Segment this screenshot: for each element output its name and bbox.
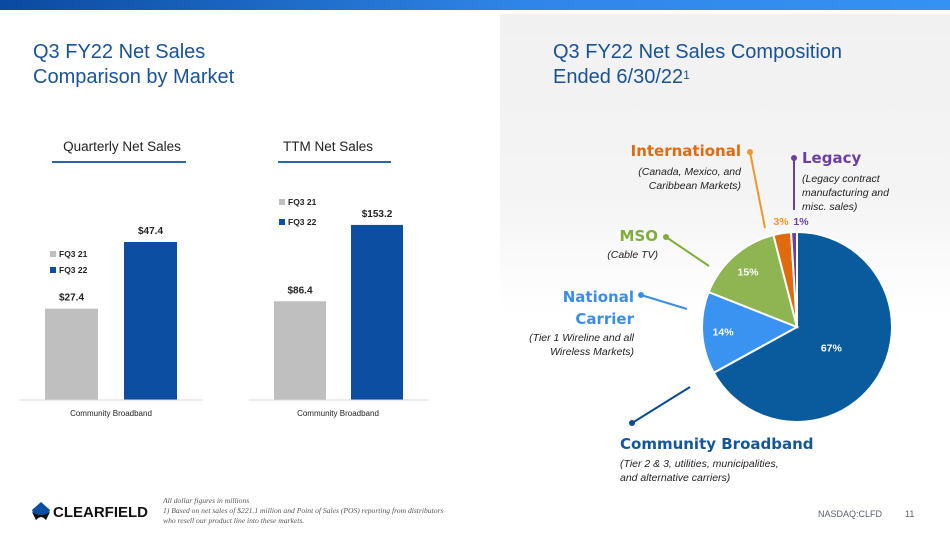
quarterly-title-underline bbox=[52, 161, 186, 163]
pie-slice-legacy bbox=[789, 230, 798, 328]
bar-fq3-21-quarterly bbox=[45, 308, 98, 400]
ttm-chart-title: TTM Net Sales bbox=[282, 139, 374, 154]
legend-swatch-fq3-21-ttm bbox=[279, 199, 285, 205]
leader-dot-mso bbox=[663, 234, 669, 240]
clearfield-logo: CLEARFIELD bbox=[32, 502, 148, 521]
leader-line-community-broadband bbox=[631, 386, 691, 424]
bar-charts: $27.4 $47.4 Community Broadband FQ3 21 F… bbox=[20, 197, 428, 418]
category-community-broadband: Community Broadband bbox=[620, 435, 814, 453]
right-title-line2: Ended 6/30/221 bbox=[553, 65, 842, 90]
quarterly-x-tick-label: Community Broadband bbox=[70, 409, 152, 418]
slice-label-legacy: 1% bbox=[793, 216, 809, 228]
slice-label-national-carrier: 14% bbox=[713, 327, 735, 339]
slice-label-community-broadband: 67% bbox=[821, 342, 843, 354]
data-label-fq3-22-ttm: $153.2 bbox=[362, 209, 393, 220]
category-legacy-description: (Legacy contract manufacturing and misc.… bbox=[802, 172, 922, 214]
data-label-fq3-22-quarterly: $47.4 bbox=[138, 226, 163, 237]
left-title-line2: Comparison by Market bbox=[33, 66, 235, 88]
community-broadband-desc-line1: (Tier 2 & 3, utilities, municipalities, bbox=[620, 458, 779, 470]
national-carrier-line2: Carrier bbox=[575, 310, 634, 328]
footnote-marker: 1 bbox=[683, 68, 690, 82]
data-label-fq3-21-quarterly: $27.4 bbox=[59, 293, 84, 304]
international-desc-line1: (Canada, Mexico, and bbox=[638, 166, 741, 178]
national-carrier-desc-line1: (Tier 1 Wireline and all bbox=[529, 332, 634, 344]
footnote-line2: 1) Based on net sales of $221.1 million … bbox=[163, 506, 444, 515]
leader-dot-community-broadband bbox=[629, 420, 635, 426]
international-desc-line2: Caribbean Markets) bbox=[648, 180, 741, 192]
ttm-chart: $86.4 $153.2 Community Broadband FQ3 21 … bbox=[249, 197, 428, 418]
legend-swatch-fq3-22-ttm bbox=[279, 219, 285, 225]
pie-slices bbox=[701, 230, 893, 423]
logo-wordmark: CLEARFIELD bbox=[53, 505, 148, 521]
data-label-fq3-21-ttm: $86.4 bbox=[287, 285, 312, 296]
quarterly-chart-title: Quarterly Net Sales bbox=[63, 139, 181, 154]
category-mso: MSO bbox=[619, 227, 658, 245]
footnote: All dollar figures in millions 1) Based … bbox=[163, 496, 443, 526]
logo-mark-base-icon bbox=[32, 512, 50, 520]
right-title-text: Ended 6/30/22 bbox=[553, 66, 684, 88]
category-national-carrier: National Carrier bbox=[540, 286, 634, 330]
pie-slice-national-carrier bbox=[701, 290, 800, 375]
legacy-desc-line1: (Legacy contract bbox=[802, 173, 880, 185]
legend-swatch-fq3-22-quarterly bbox=[50, 267, 56, 273]
community-broadband-desc-line2: and alternative carriers) bbox=[620, 472, 731, 484]
category-community-broadband-description: (Tier 2 & 3, utilities, municipalities, … bbox=[620, 457, 820, 485]
legacy-desc-line2: manufacturing and bbox=[802, 187, 889, 199]
legacy-desc-line3: misc. sales) bbox=[802, 201, 858, 213]
slice-label-mso: 15% bbox=[737, 266, 759, 278]
left-title: Q3 FY22 Net Sales Comparison by Market bbox=[33, 40, 234, 90]
composition-pie-chart: 67% 14% 15% 3% 1% bbox=[629, 149, 893, 426]
leader-line-national-carrier bbox=[640, 294, 688, 310]
pie-slice-mso bbox=[707, 233, 799, 329]
legend-label-fq3-22-ttm: FQ3 22 bbox=[288, 217, 317, 227]
leader-line-mso bbox=[665, 236, 710, 267]
leader-dot-international bbox=[747, 149, 753, 155]
legend-swatch-fq3-21-quarterly bbox=[50, 251, 56, 257]
mso-desc-line1: (Cable TV) bbox=[607, 249, 658, 261]
national-carrier-line1: National bbox=[562, 288, 634, 306]
category-legacy: Legacy bbox=[802, 149, 862, 167]
legend-label-fq3-21-ttm: FQ3 21 bbox=[288, 197, 317, 207]
leader-line-international bbox=[749, 151, 766, 229]
category-international-description: (Canada, Mexico, and Caribbean Markets) bbox=[600, 165, 741, 193]
legend-label-fq3-22-quarterly: FQ3 22 bbox=[59, 265, 88, 275]
ttm-title-underline bbox=[278, 161, 391, 163]
category-mso-description: (Cable TV) bbox=[590, 248, 658, 262]
bar-fq3-22-ttm bbox=[351, 224, 403, 400]
quarterly-chart: $27.4 $47.4 Community Broadband FQ3 21 F… bbox=[20, 226, 203, 418]
leader-dot-legacy bbox=[791, 155, 797, 161]
right-title: Q3 FY22 Net Sales Composition Ended 6/30… bbox=[553, 40, 842, 90]
top-accent-bar bbox=[0, 0, 950, 10]
leader-lines bbox=[629, 149, 797, 426]
slice-label-international: 3% bbox=[773, 216, 789, 228]
pie-slice-labels: 67% 14% 15% 3% 1% bbox=[713, 216, 843, 354]
bar-fq3-21-ttm bbox=[274, 301, 326, 400]
ticker-symbol: NASDAQ:CLFD bbox=[818, 509, 883, 519]
legend-label-fq3-21-quarterly: FQ3 21 bbox=[59, 249, 88, 259]
category-international: International bbox=[630, 142, 741, 160]
page-number: 11 bbox=[905, 509, 915, 519]
bar-fq3-22-quarterly bbox=[124, 242, 177, 400]
footnote-line3: who resell our product line into these m… bbox=[163, 516, 305, 525]
national-carrier-desc-line2: Wireless Markets) bbox=[550, 346, 634, 358]
pie-slice-community-broadband bbox=[712, 230, 893, 423]
ttm-x-tick-label: Community Broadband bbox=[297, 409, 379, 418]
right-title-line1: Q3 FY22 Net Sales Composition bbox=[553, 41, 843, 63]
footnote-line1: All dollar figures in millions bbox=[163, 496, 250, 505]
leader-dot-national-carrier bbox=[638, 292, 644, 298]
left-title-line1: Q3 FY22 Net Sales bbox=[33, 41, 206, 63]
category-national-carrier-description: (Tier 1 Wireline and all Wireless Market… bbox=[500, 331, 634, 359]
